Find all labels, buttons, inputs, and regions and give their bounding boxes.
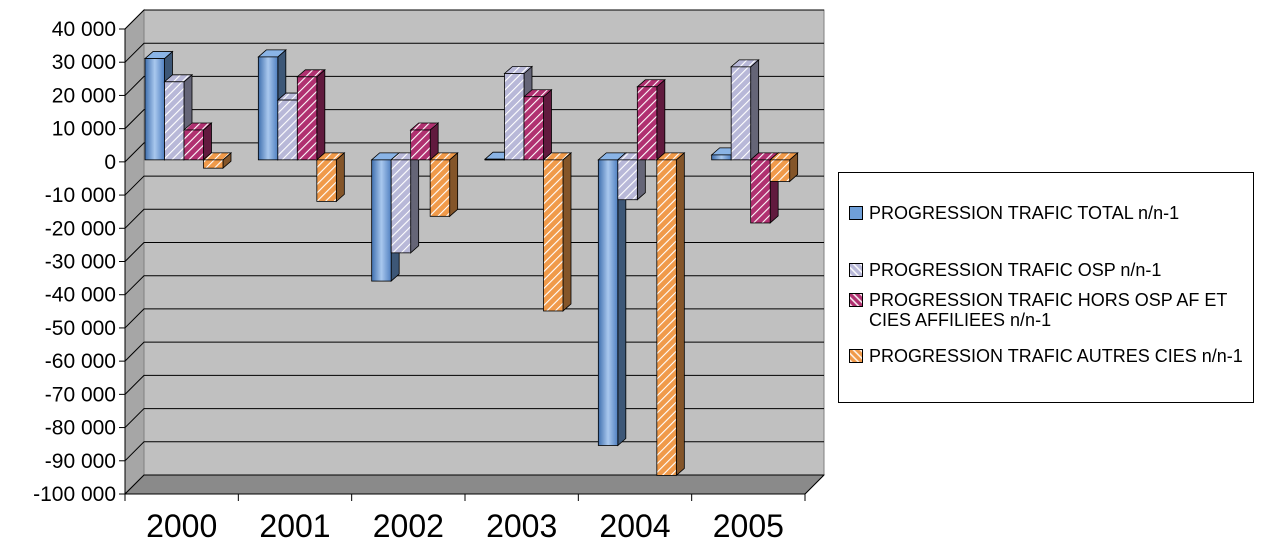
bar [597,151,627,447]
legend-label: PROGRESSION TRAFIC AUTRES CIES n/n-1 [869,346,1243,366]
y-tick-label: -40 000 [45,284,116,307]
gridline [124,341,824,362]
y-tick-label: 10 000 [52,118,116,141]
legend-label: PROGRESSION TRAFIC TOTAL n/n-1 [869,203,1180,223]
bar [182,122,213,161]
x-axis-ticks: 2000 2001 2002 2003 2004 2005 [146,508,784,543]
bar [542,151,573,312]
gridline [124,142,824,163]
y-tick-label: -50 000 [45,317,116,340]
gridline [124,408,824,428]
legend: PROGRESSION TRAFIC TOTAL n/n-1 PROGRESSI… [838,172,1254,403]
y-tick-label: -80 000 [45,417,116,440]
gridline [124,42,824,63]
x-tick-label: 2000 [146,508,217,543]
x-tick-label: 2004 [599,508,670,543]
x-tick-label: 2002 [373,508,444,543]
y-tick-label: -70 000 [45,383,116,406]
gridline [124,242,824,262]
legend-item: PROGRESSION TRAFIC OSP n/n-1 [849,260,1249,280]
bar [616,151,647,201]
bar [522,88,553,161]
gridline [124,9,824,30]
x-tick-label: 2005 [713,508,784,543]
gridline [124,275,824,296]
gridlines [124,9,824,495]
legend-item: PROGRESSION TRAFIC HORS OSP AF ET CIES A… [849,290,1249,330]
legend-swatch [849,293,863,307]
legend-item: PROGRESSION TRAFIC AUTRES CIES n/n-1 [849,346,1249,366]
legend-label: PROGRESSION TRAFIC OSP n/n-1 [869,260,1162,280]
y-tick-label: -30 000 [45,251,116,274]
y-tick-label: -90 000 [45,450,116,473]
x-tick-label: 2001 [259,508,330,543]
y-tick-label: -60 000 [45,350,116,373]
bar [730,58,760,161]
y-tick-label: 20 000 [52,84,116,107]
legend-label: PROGRESSION TRAFIC HORS OSP AF ET CIES A… [869,290,1228,330]
bar [163,73,194,161]
bar [429,151,459,218]
floor [123,474,826,495]
bars [143,49,799,477]
gridline [124,175,824,196]
y-tick-label: 40 000 [52,18,116,41]
bar [390,151,420,254]
bar [202,151,233,170]
bar [636,78,666,161]
x-tick-label: 2003 [486,508,557,543]
y-tick-label: -10 000 [45,184,116,207]
gridline [124,109,824,129]
bar [296,68,326,161]
gridline [124,374,824,395]
legend-swatch [849,263,863,277]
gridline [124,208,824,229]
bar [315,151,346,203]
gridline [124,308,824,329]
gridline [124,75,824,96]
bar [655,151,686,477]
y-tick-label: 30 000 [52,51,116,74]
gridline [124,441,824,462]
y-tick-label: 0 [104,151,116,174]
gridline [124,474,824,495]
bar [769,151,799,183]
bar [409,122,440,161]
legend-swatch [849,206,863,220]
y-axis-ticks: 40 000 30 000 20 000 10 000 0 -10 000 -20 000 -… [33,18,125,506]
legend-swatch [849,349,863,363]
y-tick-label: -100 000 [33,483,116,506]
y-tick-label: -20 000 [45,217,116,240]
plot-background [123,8,826,496]
legend-item: PROGRESSION TRAFIC TOTAL n/n-1 [849,203,1249,223]
